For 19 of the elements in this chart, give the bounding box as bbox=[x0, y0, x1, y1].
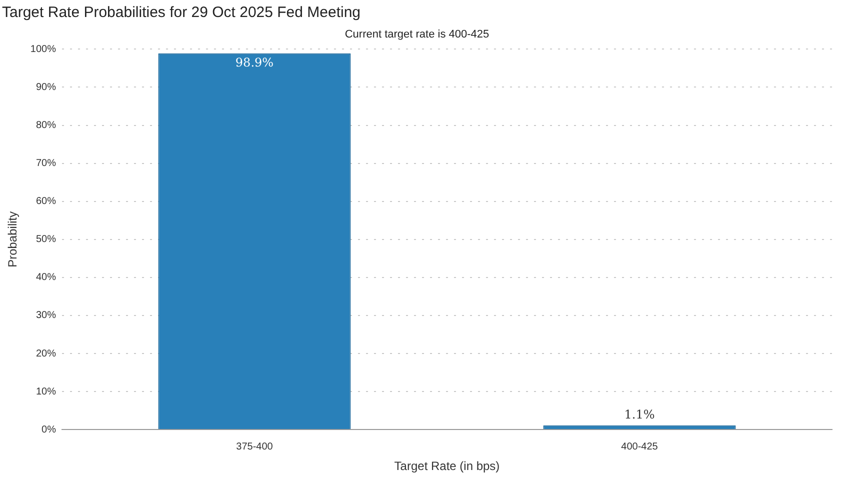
x-tick-label: 400-425 bbox=[621, 441, 658, 452]
y-tick-label: 30% bbox=[36, 310, 56, 322]
y-tick-label: 20% bbox=[36, 348, 56, 360]
y-axis-title: Probability bbox=[6, 211, 20, 268]
y-tick-label: 100% bbox=[30, 44, 56, 55]
y-tick-label: 80% bbox=[36, 120, 56, 132]
y-tick-label: 60% bbox=[36, 196, 56, 208]
chart-title: Target Rate Probabilities for 29 Oct 2025 Fed Meeting bbox=[2, 4, 361, 22]
x-tick-label: 375-400 bbox=[236, 441, 274, 452]
chart-subtitle: Current target rate is 400-425 bbox=[344, 28, 490, 41]
data-label: 1.1% bbox=[624, 408, 655, 422]
y-tick-label: 70% bbox=[36, 158, 56, 170]
y-tick-label: 10% bbox=[36, 386, 56, 398]
y-tick-label: 40% bbox=[36, 272, 56, 284]
y-tick-label: 50% bbox=[36, 234, 56, 246]
x-axis-title: Target Rate (in bps) bbox=[394, 459, 500, 474]
y-tick-label: 90% bbox=[36, 82, 56, 93]
y-tick-label: 0% bbox=[42, 424, 56, 436]
data-label: 98.9% bbox=[235, 56, 274, 70]
